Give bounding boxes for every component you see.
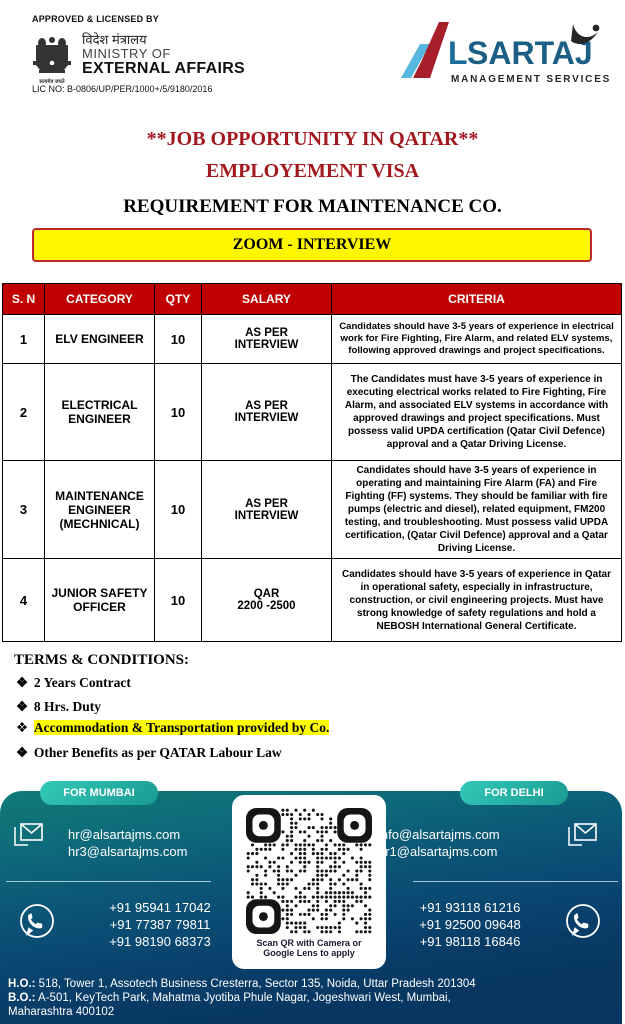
svg-text:MANAGEMENT SERVICES: MANAGEMENT SERVICES xyxy=(451,74,611,85)
svg-text:L: L xyxy=(448,35,468,71)
